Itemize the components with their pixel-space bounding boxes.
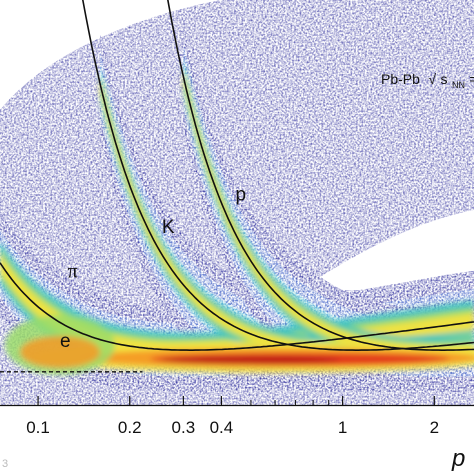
x-tick-label-3: 0.4	[210, 418, 234, 437]
x-tick-label-0: 0.1	[26, 418, 50, 437]
curve-p	[167, 0, 474, 352]
curve-π	[0, 262, 474, 352]
expected-curves	[0, 0, 474, 373]
x-axis: 0.1 0.2 0.3 0.4 1 2	[0, 396, 474, 437]
curve-labels: π e Kp	[60, 184, 246, 352]
curve-label-2: K	[162, 217, 175, 238]
system-annotation: Pb-Pb √ s NN =	[381, 71, 474, 92]
curve-label-3: p	[236, 184, 247, 205]
kaon-band-core-1	[100, 74, 474, 358]
x-tick-label-2: 0.3	[172, 418, 196, 437]
curve-label-1: e	[60, 331, 71, 352]
x-tick-label-5: 2	[430, 418, 439, 437]
x-tick-label-1: 0.2	[118, 418, 142, 437]
x-axis-title: p	[451, 445, 465, 472]
corner-mark: 3	[2, 458, 8, 470]
low-p-pion-blob-core	[20, 336, 100, 368]
mip-region-darkred	[160, 356, 340, 364]
curve-label-0: π	[68, 260, 78, 282]
proton-band-halo-1	[183, 43, 474, 377]
x-tick-label-4: 1	[338, 418, 347, 437]
